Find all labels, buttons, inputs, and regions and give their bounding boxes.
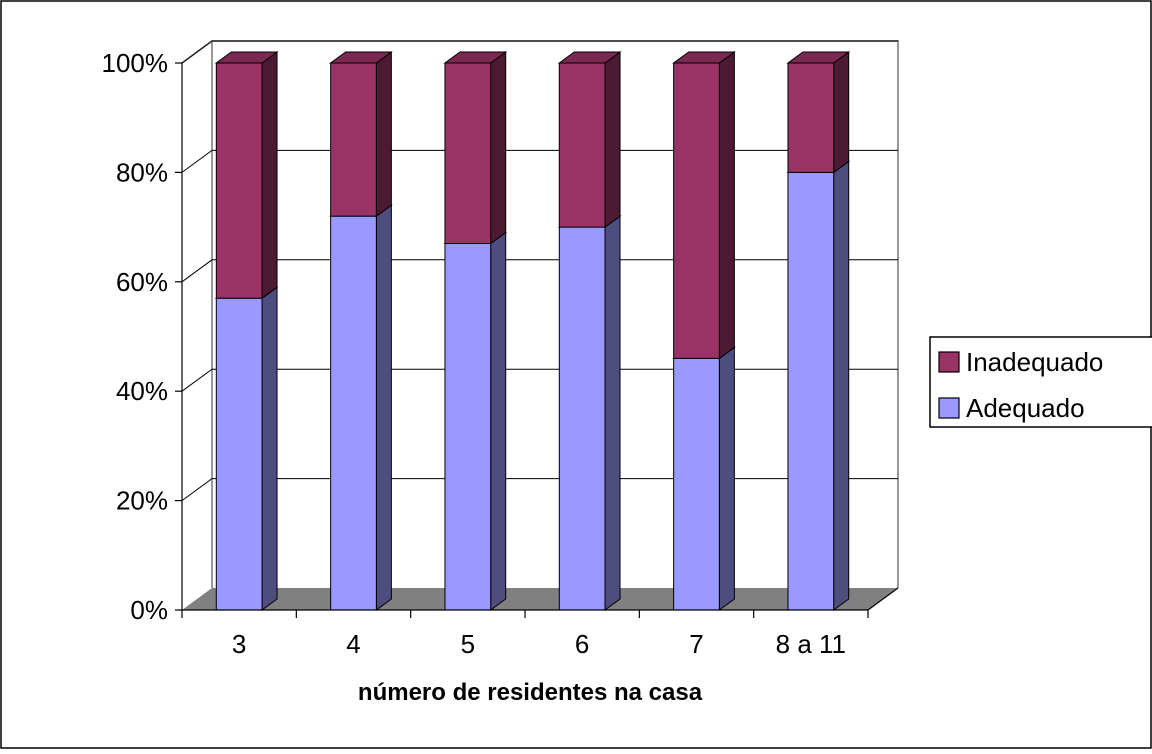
bar-front-face — [787, 62, 835, 173]
bar-front-face — [558, 226, 606, 611]
legend-label: Adequado — [966, 393, 1085, 423]
bar-segment-adequado — [443, 231, 508, 611]
gridlines — [181, 40, 898, 502]
bar-side-face — [490, 231, 507, 611]
gridline — [181, 40, 898, 64]
bar-segment-inadequado — [443, 51, 508, 245]
bar-front-face — [215, 62, 263, 299]
x-tick-label: 7 — [689, 629, 703, 659]
y-tick-label: 100% — [102, 48, 169, 78]
x-tick-label: 8 a 11 — [776, 629, 846, 659]
bar-side-face — [833, 51, 850, 174]
bar-side-face — [604, 215, 621, 611]
gridline — [181, 368, 898, 392]
bar-segment-adequado — [329, 204, 393, 611]
x-axis-depth-line — [867, 587, 899, 611]
bar-side-face — [718, 346, 735, 611]
bar-segment-inadequado — [557, 51, 622, 229]
bar-segment-adequado — [214, 286, 279, 611]
y-tick-label: 60% — [116, 267, 168, 297]
bar-front-face — [330, 62, 377, 217]
bar-segment-adequado — [786, 160, 851, 611]
bar-side-face — [833, 160, 850, 611]
legend: Inadequado Adequado — [929, 336, 1152, 428]
bar-segment-inadequado — [672, 51, 736, 360]
bar-side-face — [490, 51, 507, 245]
bar-front-face — [558, 62, 606, 228]
x-tick-label: 6 — [575, 629, 589, 659]
bar-front-face — [444, 243, 492, 611]
bar-segment-inadequado — [329, 51, 393, 218]
y-tick-label: 40% — [116, 376, 168, 406]
x-tick-labels: 3 4 5 6 7 8 a 11 — [232, 629, 846, 659]
bar-segment-inadequado — [786, 51, 851, 174]
legend-box — [929, 336, 1152, 428]
bar-segment-adequado — [672, 346, 736, 611]
legend-label: Inadequado — [966, 347, 1103, 377]
x-axis-title: número de residentes na casa — [358, 679, 703, 706]
x-tick-label: 3 — [232, 629, 246, 659]
gridline — [181, 259, 898, 283]
bar-side-face — [261, 286, 278, 611]
y-tick-label: 0% — [130, 595, 168, 625]
y-tick-label: 20% — [116, 486, 168, 516]
axes — [175, 62, 899, 618]
x-tick-label: 4 — [346, 629, 360, 659]
bar-segment-adequado — [557, 215, 622, 611]
bar-side-face — [604, 51, 621, 229]
bar-front-face — [215, 297, 263, 611]
y-tick-label: 80% — [116, 157, 168, 187]
gridline — [181, 478, 898, 502]
bar-front-face — [673, 62, 720, 359]
legend-swatch — [938, 397, 960, 419]
bar-front-face — [444, 62, 492, 245]
x-tick-label: 5 — [461, 629, 475, 659]
bar-side-face — [375, 51, 392, 218]
bar-front-face — [673, 357, 720, 611]
bar-segment-inadequado — [214, 51, 279, 300]
bar-side-face — [261, 51, 278, 300]
legend-swatch — [938, 351, 960, 373]
bar-front-face — [787, 171, 835, 611]
gridline — [181, 149, 898, 173]
bar-side-face — [375, 204, 392, 611]
bar-front-face — [330, 215, 377, 611]
y-tick-labels: 0% 20% 40% 60% 80% 100% — [102, 48, 169, 625]
bar-side-face — [718, 51, 735, 360]
